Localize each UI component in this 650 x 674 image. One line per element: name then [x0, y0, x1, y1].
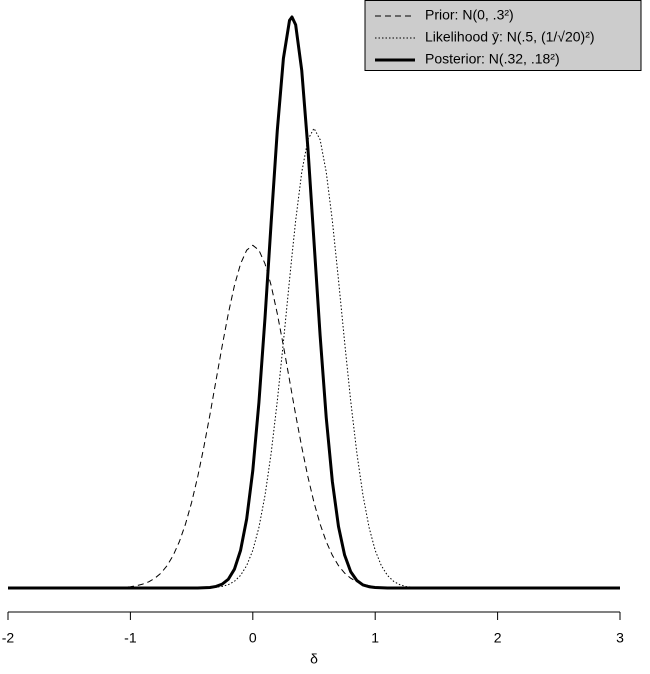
x-tick-label: -1	[124, 630, 137, 646]
legend-label: Posterior: N(.32, .18²)	[425, 51, 560, 67]
legend-label: Likelihood ȳ: N(.5, (1/√20)²)	[425, 29, 595, 45]
x-tick-label: 3	[616, 630, 624, 646]
x-tick-label: 2	[494, 630, 502, 646]
density-curve	[8, 244, 620, 589]
x-axis-label: δ	[310, 651, 318, 667]
x-tick-label: 1	[371, 630, 379, 646]
density-curve	[8, 15, 620, 590]
x-tick-label: 0	[249, 630, 257, 646]
x-tick-label: -2	[2, 630, 15, 646]
legend-label: Prior: N(0, .3²)	[425, 7, 514, 23]
density-curve	[8, 127, 620, 589]
legend: Prior: N(0, .3²) Likelihood ȳ: N(.5, (1/√…	[364, 0, 642, 71]
